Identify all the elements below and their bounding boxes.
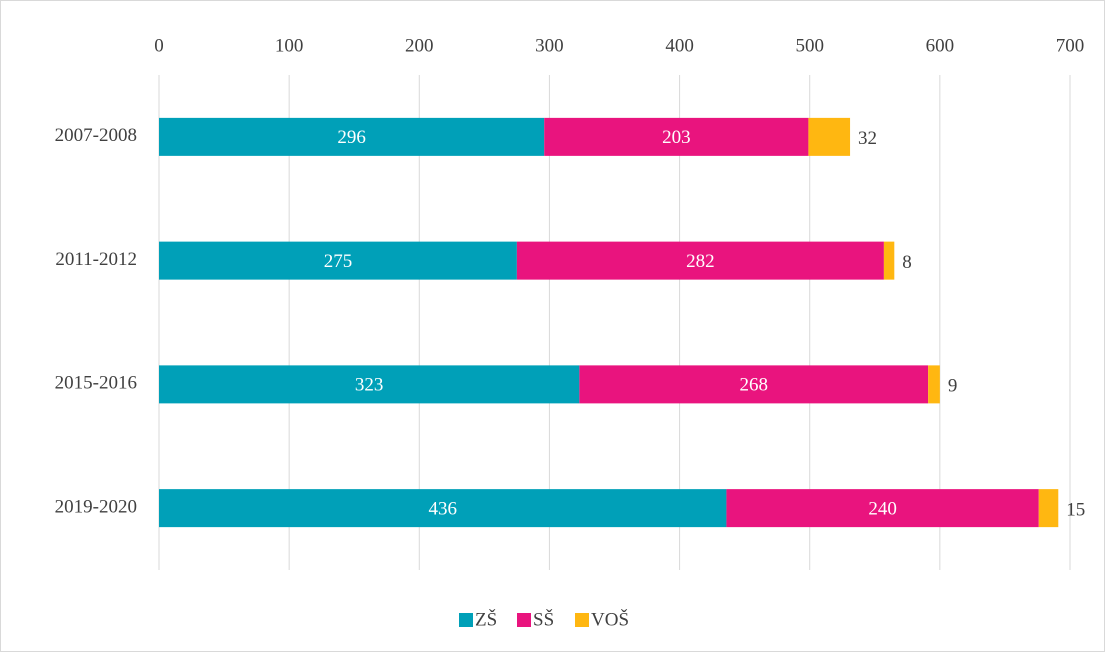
legend-label: ZŠ: [475, 608, 497, 630]
bar-segment: [516, 241, 884, 280]
data-label: 240: [868, 498, 897, 519]
data-label: 436: [428, 498, 457, 519]
x-tick-label: 600: [926, 35, 955, 56]
legend-label: VOŠ: [591, 608, 629, 630]
bar-segment: [883, 241, 895, 280]
data-label: 268: [740, 375, 769, 396]
legend-swatch: [575, 613, 589, 627]
x-tick-label: 700: [1056, 35, 1085, 56]
legend-swatch: [517, 613, 531, 627]
data-label: 8: [902, 252, 912, 273]
data-label: 9: [948, 376, 958, 397]
data-label: 296: [337, 127, 366, 148]
x-tick-label: 0: [154, 35, 164, 56]
y-tick-label: 2011-2012: [55, 249, 137, 270]
data-label: 323: [355, 375, 384, 396]
legend-label: SŠ: [533, 608, 554, 630]
legend-swatch: [459, 613, 473, 627]
bar-segment: [579, 365, 929, 404]
data-label: 15: [1066, 499, 1085, 520]
x-tick-label: 200: [405, 35, 434, 56]
x-tick-label: 400: [665, 35, 694, 56]
bar-segment: [1038, 489, 1059, 528]
x-tick-label: 300: [535, 35, 564, 56]
bar-segment: [159, 489, 727, 528]
bar-segment: [928, 365, 940, 404]
bar-segment: [159, 117, 545, 156]
data-label: 282: [686, 251, 715, 272]
data-label: 203: [662, 127, 691, 148]
bar-segment: [159, 365, 580, 404]
x-tick-label: 500: [795, 35, 824, 56]
y-tick-label: 2019-2020: [55, 496, 137, 517]
bar-segment: [808, 117, 851, 156]
bar-segment: [726, 489, 1039, 528]
bar-segment: [159, 241, 517, 280]
data-label: 275: [324, 251, 353, 272]
y-tick-label: 2007-2008: [55, 125, 137, 146]
data-label: 32: [858, 128, 877, 149]
bar-segment: [544, 117, 809, 156]
y-tick-label: 2015-2016: [55, 373, 137, 394]
x-tick-label: 100: [275, 35, 304, 56]
